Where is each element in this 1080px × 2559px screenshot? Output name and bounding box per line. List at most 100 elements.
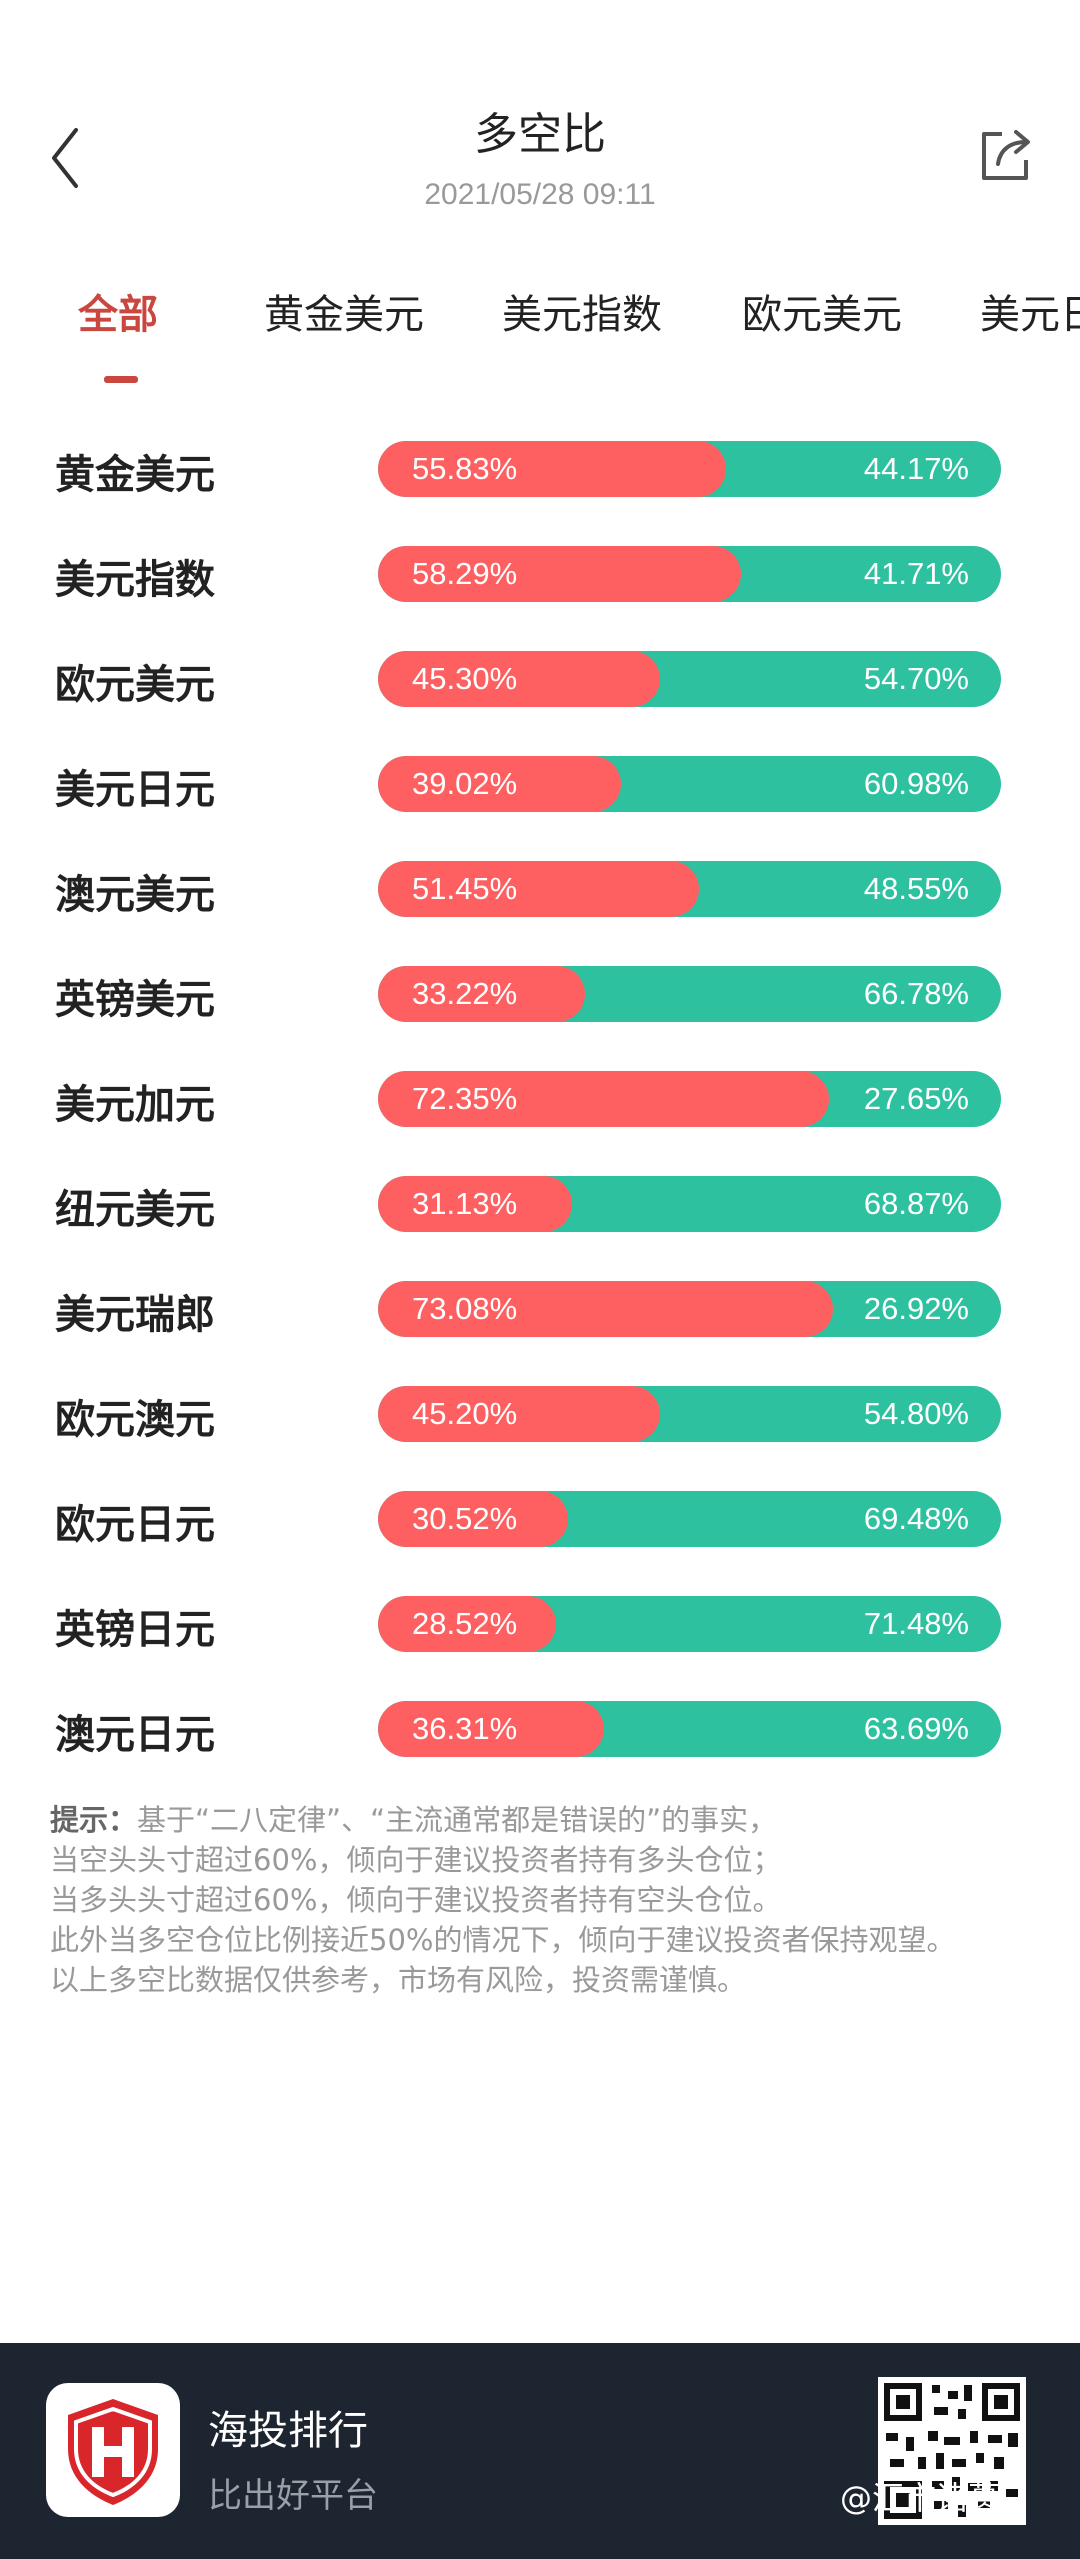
long-percent: 45.30% bbox=[412, 661, 518, 696]
long-percent: 30.52% bbox=[412, 1501, 518, 1536]
tips-line-3: 当多头头寸超过60%，倾向于建议投资者持有空头仓位。 bbox=[50, 1883, 782, 1917]
ratio-bar: 73.08% 26.92% bbox=[378, 1281, 1001, 1337]
ratio-row: 纽元美元 31.13% 68.87% bbox=[0, 1155, 1080, 1260]
pair-name: 美元指数 bbox=[55, 557, 215, 603]
pair-name: 英镑美元 bbox=[55, 977, 215, 1023]
long-fill bbox=[378, 441, 726, 497]
pair-name: 澳元美元 bbox=[55, 872, 215, 918]
long-fill bbox=[378, 546, 742, 602]
app-logo bbox=[46, 2383, 180, 2517]
pair-name: 美元日元 bbox=[55, 767, 215, 813]
ratio-row: 欧元日元 30.52% 69.48% bbox=[0, 1470, 1080, 1575]
short-percent: 27.65% bbox=[863, 1081, 969, 1116]
short-percent: 44.17% bbox=[863, 451, 969, 486]
active-tab-indicator bbox=[104, 376, 138, 383]
shield-h-icon bbox=[68, 2399, 158, 2505]
short-percent: 60.98% bbox=[863, 766, 969, 801]
long-fill bbox=[378, 861, 699, 917]
qr-code bbox=[878, 2377, 1026, 2525]
ratio-bar: 36.31% 63.69% bbox=[378, 1701, 1001, 1757]
ratio-row: 美元瑞郎 73.08% 26.92% bbox=[0, 1260, 1080, 1365]
pair-name: 欧元日元 bbox=[55, 1502, 215, 1548]
pair-name: 英镑日元 bbox=[55, 1607, 215, 1653]
long-percent: 72.35% bbox=[412, 1081, 518, 1116]
pair-name: 欧元美元 bbox=[55, 662, 215, 708]
long-percent: 28.52% bbox=[412, 1606, 518, 1641]
short-percent: 71.48% bbox=[863, 1606, 969, 1641]
ratio-row: 英镑美元 33.22% 66.78% bbox=[0, 945, 1080, 1050]
long-percent: 33.22% bbox=[412, 976, 518, 1011]
share-button[interactable] bbox=[976, 126, 1036, 186]
ratio-bar: 33.22% 66.78% bbox=[378, 966, 1001, 1022]
ratio-row: 美元指数 58.29% 41.71% bbox=[0, 525, 1080, 630]
ratio-bar: 55.83% 44.17% bbox=[378, 441, 1001, 497]
long-fill bbox=[378, 966, 585, 1022]
long-percent: 73.08% bbox=[412, 1291, 518, 1326]
category-tabs: 全部 黄金美元 美元指数 欧元美元 美元日 bbox=[0, 280, 1080, 390]
short-percent: 69.48% bbox=[863, 1501, 969, 1536]
ratio-row: 澳元日元 36.31% 63.69% bbox=[0, 1680, 1080, 1785]
long-fill bbox=[378, 756, 622, 812]
long-percent: 51.45% bbox=[412, 871, 518, 906]
long-fill bbox=[378, 1701, 605, 1757]
ratio-row: 美元日元 39.02% 60.98% bbox=[0, 735, 1080, 840]
pair-name: 美元瑞郎 bbox=[55, 1292, 215, 1338]
long-percent: 45.20% bbox=[412, 1396, 518, 1431]
pair-name: 美元加元 bbox=[55, 1082, 215, 1128]
long-percent: 39.02% bbox=[412, 766, 518, 801]
page-title: 多空比 bbox=[474, 109, 606, 160]
chevron-left-icon bbox=[52, 128, 78, 188]
footer-banner[interactable]: 海投排行 比出好平台 @汇市诸葛 bbox=[0, 2343, 1080, 2559]
ratio-bar: 45.20% 54.80% bbox=[378, 1386, 1001, 1442]
long-fill bbox=[378, 1071, 829, 1127]
tab-usd-index[interactable]: 美元指数 bbox=[502, 292, 662, 338]
long-percent: 31.13% bbox=[412, 1186, 518, 1221]
short-percent: 54.70% bbox=[863, 661, 969, 696]
long-fill bbox=[378, 1596, 556, 1652]
long-fill bbox=[378, 1491, 569, 1547]
tab-usd-jpy[interactable]: 美元日 bbox=[980, 292, 1080, 338]
pair-name: 澳元日元 bbox=[55, 1712, 215, 1758]
watermark: @汇市诸葛 bbox=[840, 2479, 1001, 2517]
ratio-row: 美元加元 72.35% 27.65% bbox=[0, 1050, 1080, 1155]
short-percent: 66.78% bbox=[863, 976, 969, 1011]
tips-line-2: 当空头头寸超过60%，倾向于建议投资者持有多头仓位； bbox=[50, 1843, 782, 1877]
qr-code-icon bbox=[884, 2383, 1020, 2519]
pair-name: 欧元澳元 bbox=[55, 1397, 215, 1443]
ratio-bar: 39.02% 60.98% bbox=[378, 756, 1001, 812]
tips-line-5: 以上多空比数据仅供参考，市场有风险，投资需谨慎。 bbox=[50, 1963, 747, 1997]
tab-eur-usd[interactable]: 欧元美元 bbox=[742, 292, 902, 338]
ratio-bar: 58.29% 41.71% bbox=[378, 546, 1001, 602]
long-percent: 55.83% bbox=[412, 451, 518, 486]
share-icon bbox=[982, 130, 1030, 180]
short-percent: 63.69% bbox=[863, 1711, 969, 1746]
pair-name: 纽元美元 bbox=[55, 1187, 215, 1233]
ratio-bar: 28.52% 71.48% bbox=[378, 1596, 1001, 1652]
short-percent: 41.71% bbox=[863, 556, 969, 591]
ratio-bar: 30.52% 69.48% bbox=[378, 1491, 1001, 1547]
short-percent: 26.92% bbox=[863, 1291, 969, 1326]
long-fill bbox=[378, 1281, 834, 1337]
tips-label: 提示： bbox=[50, 1803, 138, 1837]
ratio-row: 欧元美元 45.30% 54.70% bbox=[0, 630, 1080, 735]
ratio-row: 欧元澳元 45.20% 54.80% bbox=[0, 1365, 1080, 1470]
tips-line-4: 此外当多空仓位比例接近50%的情况下，倾向于建议投资者保持观望。 bbox=[50, 1923, 956, 1957]
ratio-bar: 51.45% 48.55% bbox=[378, 861, 1001, 917]
tab-gold-usd[interactable]: 黄金美元 bbox=[264, 292, 424, 338]
short-percent: 54.80% bbox=[863, 1396, 969, 1431]
tab-all[interactable]: 全部 bbox=[78, 292, 158, 338]
update-time: 2021/05/28 09:11 bbox=[424, 178, 656, 211]
short-percent: 68.87% bbox=[863, 1186, 969, 1221]
long-fill bbox=[378, 1386, 660, 1442]
long-fill bbox=[378, 651, 661, 707]
ratio-row: 英镑日元 28.52% 71.48% bbox=[0, 1575, 1080, 1680]
tips-section: 提示：基于“二八定律”、“主流通常都是错误的”的事实， 当空头头寸超过60%，倾… bbox=[50, 1800, 1030, 2000]
tips-line-1: 基于“二八定律”、“主流通常都是错误的”的事实， bbox=[137, 1803, 778, 1837]
ratio-bar: 31.13% 68.87% bbox=[378, 1176, 1001, 1232]
long-fill bbox=[378, 1176, 572, 1232]
back-button[interactable] bbox=[40, 118, 100, 198]
header: 多空比 2021/05/28 09:11 bbox=[0, 0, 1080, 250]
app-name: 海投排行 bbox=[208, 2408, 368, 2454]
pair-name: 黄金美元 bbox=[55, 452, 215, 498]
ratio-row: 黄金美元 55.83% 44.17% bbox=[0, 420, 1080, 525]
